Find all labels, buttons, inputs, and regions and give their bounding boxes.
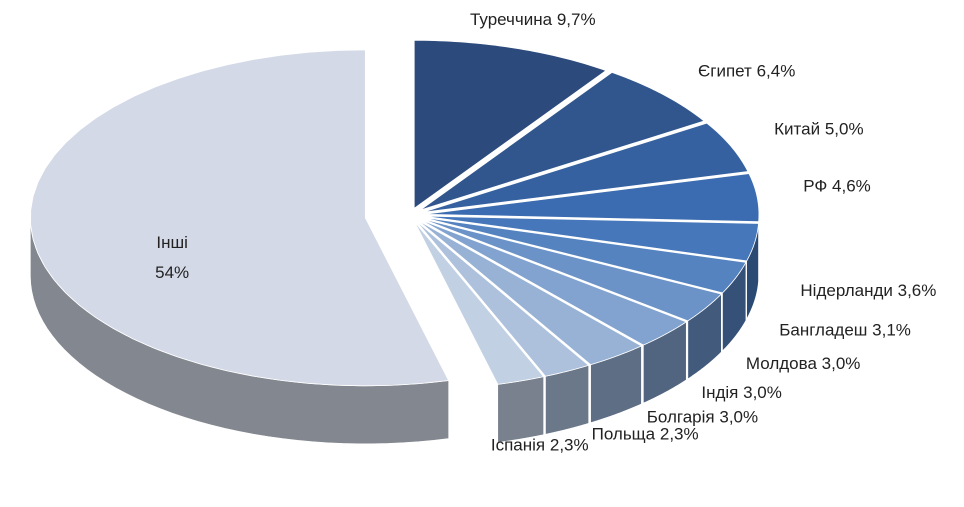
tops	[31, 40, 759, 385]
slice-label: Бангладеш 3,1%	[779, 321, 911, 340]
value-label: 6,4%	[757, 62, 796, 81]
value-label: 4,6%	[832, 177, 871, 196]
category-label: Індія	[701, 384, 738, 403]
category-label: Молдова	[746, 354, 818, 373]
category-label: Туреччина	[470, 10, 553, 29]
slice-label: Індія 3,0%	[701, 384, 782, 403]
value-label: 3,0%	[822, 354, 861, 373]
category-label: Єгипет	[698, 62, 752, 81]
value-label: 3,1%	[872, 321, 911, 340]
category-label: Китай	[774, 120, 820, 139]
category-label: Інші	[156, 234, 188, 253]
category-label: Польща	[592, 425, 656, 444]
category-label: РФ	[803, 177, 827, 196]
value-label: 3,0%	[719, 408, 758, 427]
slice-label: Туреччина 9,7%	[470, 10, 596, 29]
slice-label: РФ 4,6%	[803, 177, 871, 196]
value-label: 3,0%	[743, 384, 782, 403]
value-label: 2,3%	[660, 425, 699, 444]
category-label: Іспанія	[491, 436, 545, 455]
value-label: 54%	[155, 264, 189, 283]
slice-label: Польща 2,3%	[592, 425, 699, 444]
slice-side	[545, 365, 588, 434]
slice-label: Молдова 3,0%	[746, 354, 861, 373]
category-label: Бангладеш	[779, 321, 867, 340]
category-label: Нідерланди	[800, 281, 892, 300]
slice-side	[498, 377, 544, 443]
slice-label: Нідерланди 3,6%	[800, 281, 936, 300]
slice-label: Єгипет 6,4%	[698, 62, 795, 81]
slice-label: Китай 5,0%	[774, 120, 863, 139]
value-label: 5,0%	[825, 120, 864, 139]
value-label: 2,3%	[550, 436, 589, 455]
value-label: 3,6%	[898, 281, 937, 300]
slice-label: Іспанія 2,3%	[491, 436, 589, 455]
value-label: 9,7%	[557, 10, 596, 29]
